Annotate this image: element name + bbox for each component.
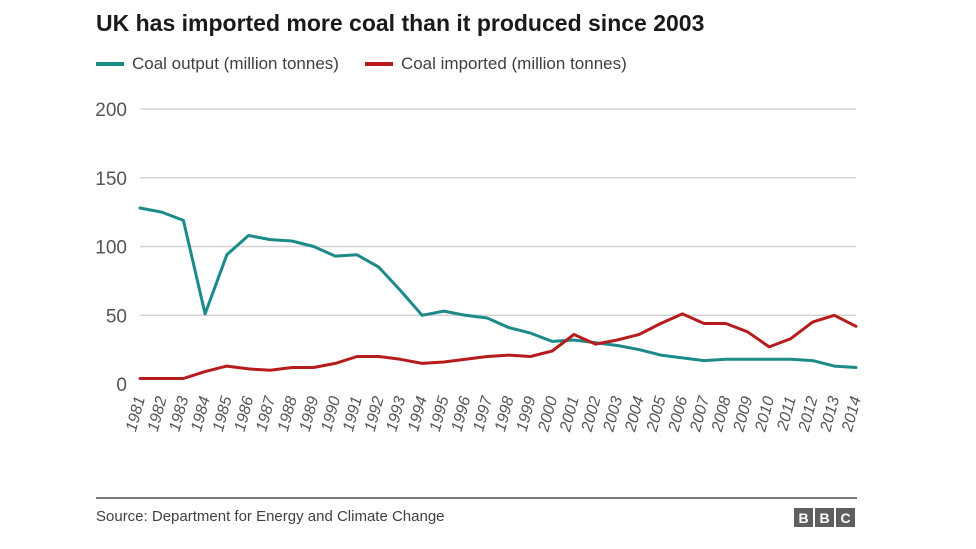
bbc-logo: B B C [792, 508, 855, 527]
legend-swatch-imported [364, 62, 393, 66]
y-tick-label: 100 [95, 238, 127, 259]
legend-label-imported: Coal imported (million tonnes) [400, 54, 627, 73]
footer-divider [96, 497, 857, 499]
y-tick-label: 200 [95, 100, 127, 121]
y-tick-label: 50 [106, 306, 127, 327]
y-tick-label: 150 [95, 169, 127, 190]
legend: Coal output (million tonnes) Coal import… [96, 54, 653, 74]
bbc-logo-block: B [794, 508, 813, 527]
legend-label-output: Coal output (million tonnes) [132, 54, 339, 73]
bbc-logo-block: C [836, 508, 855, 527]
chart-title: UK has imported more coal than it produc… [96, 10, 705, 36]
legend-swatch-output [96, 62, 124, 66]
legend-item-imported: Coal imported (million tonnes) [364, 54, 627, 74]
x-tick-label: 2014 [839, 395, 865, 435]
series-line-imported [138, 312, 858, 380]
series-line-output [138, 206, 858, 369]
legend-item-output: Coal output (million tonnes) [96, 54, 339, 74]
source-note: Source: Department for Energy and Climat… [96, 508, 445, 525]
y-tick-label: 0 [116, 375, 127, 396]
bbc-logo-block: B [815, 508, 834, 527]
